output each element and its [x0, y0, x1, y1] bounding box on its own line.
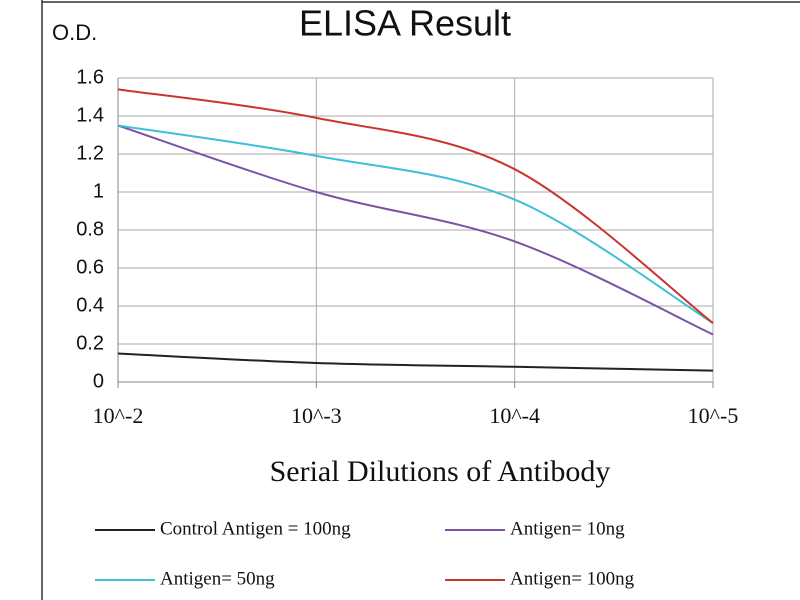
y-tick-label: 0.6 [76, 256, 104, 278]
legend-label: Antigen= 10ng [510, 518, 625, 539]
series-line [117, 352, 714, 372]
chart-title: ELISA Result [299, 3, 511, 44]
legend-label: Antigen= 100ng [510, 568, 635, 589]
y-tick-label: 1.4 [76, 104, 104, 126]
legend-label: Control Antigen = 100ng [160, 518, 351, 539]
y-tick-label: 1.2 [76, 142, 104, 164]
y-tick-label: 1.6 [76, 66, 104, 88]
legend-label: Antigen= 50ng [160, 568, 275, 589]
x-tick-label: 10^-3 [291, 403, 342, 428]
y-tick-label: 0.2 [76, 332, 104, 354]
y-tick-label: 1 [93, 180, 104, 202]
x-tick-label: 10^-5 [688, 403, 739, 428]
y-tick-label: 0.4 [76, 294, 104, 316]
y-tick-label: 0.8 [76, 218, 104, 240]
series-line [117, 124, 714, 324]
y-tick-label: 0 [93, 370, 104, 392]
y-axis-label: O.D. [52, 20, 97, 45]
x-tick-label: 10^-2 [93, 403, 144, 428]
series-line [117, 124, 714, 336]
series-line [117, 88, 714, 324]
x-tick-label: 10^-4 [489, 403, 540, 428]
x-axis-label: Serial Dilutions of Antibody [270, 455, 611, 488]
